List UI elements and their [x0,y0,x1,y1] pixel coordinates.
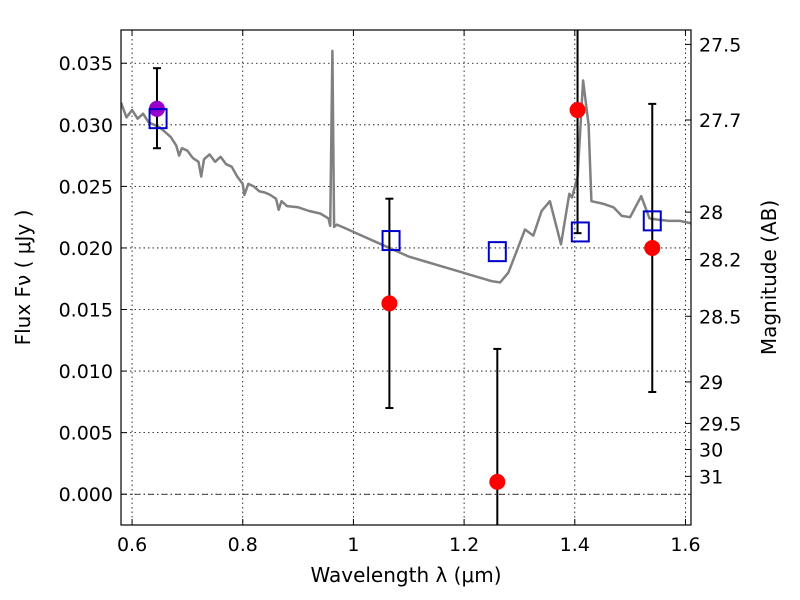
x-tick-label: 1 [347,534,359,556]
y-tick-label: 0.020 [59,238,113,260]
y2-axis-title: Magnitude (AB) [757,200,781,355]
x-tick-label: 0.8 [228,534,258,556]
error-bars [148,30,662,525]
y-axis-title: Flux Fν ( μJy ) [11,210,35,346]
x-axis-title: Wavelength λ (μm) [310,563,501,587]
y-tick-label: 0.010 [59,361,113,383]
x-tick-label: 1.6 [670,534,700,556]
observed-flux-point [644,239,661,256]
y2-tick-label: 28.2 [699,250,741,272]
y2-tick-label: 27.5 [699,34,741,56]
y2-tick-label: 27.7 [699,110,741,132]
y-tick-label: 0.015 [59,300,113,322]
observed-flux-point [489,473,506,490]
y2-tick-label: 28 [699,202,723,224]
y2-tick-label: 29.5 [699,413,741,435]
plot-frame [120,29,692,526]
observed-flux-point [569,102,586,119]
model-flux-square [570,221,590,243]
model-flux-square [487,241,507,263]
x-tick-label: 0.6 [117,534,147,556]
y2-tick-label: 29 [699,372,723,394]
y-tick-label: 0.035 [59,53,113,75]
y2-tick-label: 31 [699,466,723,488]
model-flux-square [381,230,401,252]
model-flux-square [642,210,662,232]
y2-tick-label: 30 [699,440,723,462]
x-tick-label: 1.2 [449,534,479,556]
y-tick-label: 0.025 [59,176,113,198]
model-flux-square [148,108,168,130]
x-tick-label: 1.4 [560,534,590,556]
y-tick-label: 0.005 [59,423,113,445]
y2-tick-label: 28.5 [699,306,741,328]
observed-flux-point [381,295,398,312]
axis-ticks: 0.6 0.8 1 1.2 1.4 1.6 0.000 0.005 0.010 0.015 0.02… [59,30,741,556]
y-tick-label: 0.000 [59,484,113,506]
y-tick-label: 0.030 [59,115,113,137]
